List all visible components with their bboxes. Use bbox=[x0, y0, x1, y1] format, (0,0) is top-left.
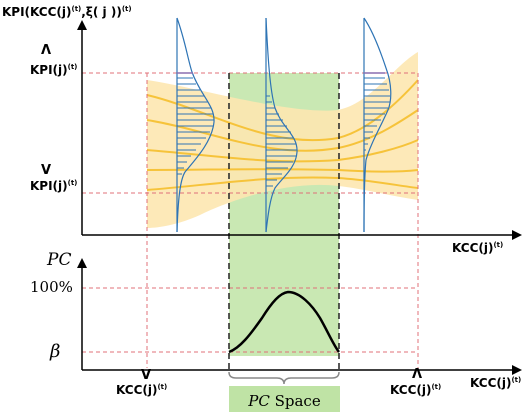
axes bbox=[77, 20, 522, 375]
kcc-upper-label: KCC(j)(t) bbox=[390, 383, 442, 397]
trajectory-4 bbox=[146, 168, 419, 173]
kpi-upper-hat: Λ bbox=[41, 43, 52, 58]
pc-space-brace bbox=[228, 371, 340, 385]
distribution-right bbox=[363, 17, 392, 233]
kcc-lower-hat: V bbox=[141, 368, 152, 383]
trajectory-5 bbox=[146, 176, 419, 191]
pc-axis-label: PC bbox=[47, 250, 72, 270]
kpi-trajectories bbox=[146, 79, 419, 191]
pc-space-label-box: PC Space bbox=[229, 386, 340, 412]
top-x-axis-label: KCC(j)(t) bbox=[452, 241, 504, 255]
trajectory-3 bbox=[146, 139, 419, 163]
pc-space-label: PC Space bbox=[248, 392, 321, 410]
trajectory-1 bbox=[146, 79, 419, 142]
kpi-lower-hat: V bbox=[41, 163, 52, 178]
distribution-left bbox=[176, 17, 215, 233]
pc-tick-100: 100% bbox=[30, 278, 73, 296]
distribution-middle bbox=[265, 17, 298, 233]
pc-tick-beta: β bbox=[50, 341, 61, 362]
kpi-upper-label: KPI(j)(t) bbox=[30, 63, 78, 77]
bottom-x-axis-label: KCC(j)(t) bbox=[470, 376, 522, 390]
kpi-lower-label: KPI(j)(t) bbox=[30, 179, 78, 193]
pc-curve bbox=[228, 290, 340, 354]
guide-lines bbox=[82, 72, 419, 368]
trajectory-2 bbox=[146, 109, 419, 152]
top-y-axis-label: KPI(KCC(j)(t),ξ( j ))(t) bbox=[2, 5, 132, 19]
kcc-lower-label: KCC(j)(t) bbox=[116, 383, 168, 397]
kcc-upper-hat: Λ bbox=[412, 367, 423, 382]
